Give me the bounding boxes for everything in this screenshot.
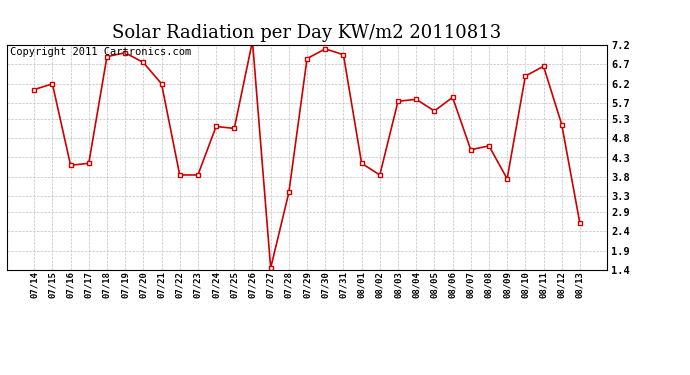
Title: Solar Radiation per Day KW/m2 20110813: Solar Radiation per Day KW/m2 20110813 xyxy=(112,24,502,42)
Text: Copyright 2011 Cartronics.com: Copyright 2011 Cartronics.com xyxy=(10,47,191,57)
